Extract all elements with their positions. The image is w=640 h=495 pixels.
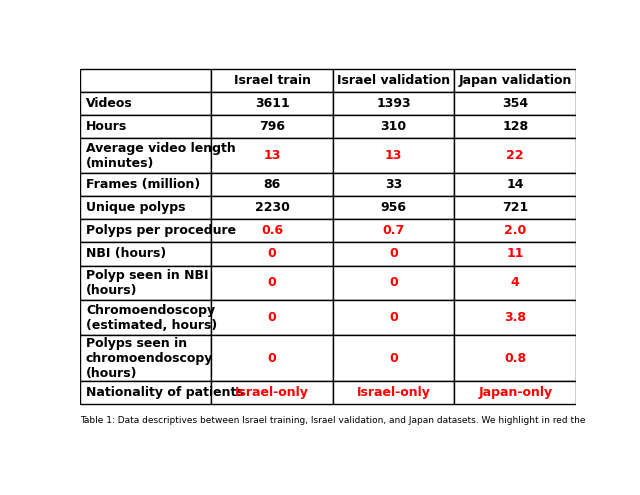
Text: Hours: Hours	[86, 120, 127, 133]
Text: Polyps per procedure: Polyps per procedure	[86, 224, 236, 237]
Text: 3.8: 3.8	[504, 311, 526, 324]
Bar	[333, 92, 454, 115]
Text: 3611: 3611	[255, 97, 289, 110]
Text: Nationality of patients: Nationality of patients	[86, 386, 244, 399]
Bar	[80, 138, 211, 173]
Bar	[333, 381, 454, 404]
Text: 0: 0	[268, 276, 276, 290]
Bar	[80, 115, 211, 138]
Bar	[211, 219, 333, 243]
Text: NBI (hours): NBI (hours)	[86, 248, 166, 260]
Bar	[211, 92, 333, 115]
Bar	[454, 265, 576, 300]
Bar	[211, 381, 333, 404]
Text: 1393: 1393	[376, 97, 411, 110]
Bar	[211, 265, 333, 300]
Bar	[454, 381, 576, 404]
Text: Average video length
(minutes): Average video length (minutes)	[86, 142, 236, 170]
Bar	[454, 219, 576, 243]
Text: 956: 956	[381, 201, 407, 214]
Text: Israel-only: Israel-only	[356, 386, 431, 399]
Bar	[333, 300, 454, 335]
Text: 0: 0	[268, 248, 276, 260]
Text: 22: 22	[506, 149, 524, 162]
Text: Frames (million): Frames (million)	[86, 178, 200, 191]
Text: Polyps seen in
chromoendoscopy
(hours): Polyps seen in chromoendoscopy (hours)	[86, 337, 213, 380]
Text: 0: 0	[268, 311, 276, 324]
Bar	[211, 335, 333, 381]
Bar	[333, 173, 454, 196]
Text: 0.7: 0.7	[383, 224, 405, 237]
Text: 0: 0	[389, 351, 398, 365]
Bar	[80, 219, 211, 243]
Bar	[454, 173, 576, 196]
Bar	[80, 265, 211, 300]
Text: 310: 310	[381, 120, 407, 133]
Bar	[333, 196, 454, 219]
Bar	[211, 196, 333, 219]
Text: 4: 4	[511, 276, 520, 290]
Text: 0: 0	[389, 248, 398, 260]
Text: 0: 0	[389, 276, 398, 290]
Text: 0: 0	[389, 311, 398, 324]
Bar	[454, 300, 576, 335]
Text: Unique polyps: Unique polyps	[86, 201, 186, 214]
Text: 128: 128	[502, 120, 528, 133]
Bar	[333, 138, 454, 173]
Bar	[211, 300, 333, 335]
Text: Table 1: Data descriptives between Israel training, Israel validation, and Japan: Table 1: Data descriptives between Israe…	[80, 416, 586, 425]
Text: 13: 13	[385, 149, 403, 162]
Text: 86: 86	[264, 178, 281, 191]
Bar	[211, 138, 333, 173]
Bar	[211, 173, 333, 196]
Text: 0: 0	[268, 351, 276, 365]
Text: 33: 33	[385, 178, 403, 191]
Bar	[80, 243, 211, 265]
Text: 0.6: 0.6	[261, 224, 284, 237]
Bar	[80, 381, 211, 404]
Text: Japan validation: Japan validation	[458, 74, 572, 87]
Bar	[333, 243, 454, 265]
Text: Polyp seen in NBI
(hours): Polyp seen in NBI (hours)	[86, 269, 209, 297]
Bar	[211, 115, 333, 138]
Bar	[333, 335, 454, 381]
Bar	[454, 243, 576, 265]
Text: 721: 721	[502, 201, 529, 214]
Bar	[454, 115, 576, 138]
Bar	[333, 115, 454, 138]
Bar	[80, 69, 211, 92]
Text: 354: 354	[502, 97, 528, 110]
Bar	[80, 92, 211, 115]
Text: 14: 14	[506, 178, 524, 191]
Text: Israel train: Israel train	[234, 74, 310, 87]
Text: 2230: 2230	[255, 201, 290, 214]
Bar	[333, 69, 454, 92]
Bar	[333, 219, 454, 243]
Text: Videos: Videos	[86, 97, 132, 110]
Bar	[211, 243, 333, 265]
Bar	[80, 196, 211, 219]
Text: Chromoendoscopy
(estimated, hours): Chromoendoscopy (estimated, hours)	[86, 303, 217, 332]
Bar	[80, 173, 211, 196]
Bar	[80, 300, 211, 335]
Text: 0.8: 0.8	[504, 351, 526, 365]
Bar	[454, 196, 576, 219]
Bar	[454, 138, 576, 173]
Bar	[454, 335, 576, 381]
Bar	[454, 69, 576, 92]
Bar	[211, 69, 333, 92]
Text: Japan-only: Japan-only	[478, 386, 552, 399]
Bar	[80, 335, 211, 381]
Text: Israel validation: Israel validation	[337, 74, 451, 87]
Text: 2.0: 2.0	[504, 224, 526, 237]
Text: Israel-only: Israel-only	[236, 386, 309, 399]
Text: 13: 13	[264, 149, 281, 162]
Bar	[454, 92, 576, 115]
Text: 11: 11	[506, 248, 524, 260]
Bar	[333, 265, 454, 300]
Text: 796: 796	[259, 120, 285, 133]
